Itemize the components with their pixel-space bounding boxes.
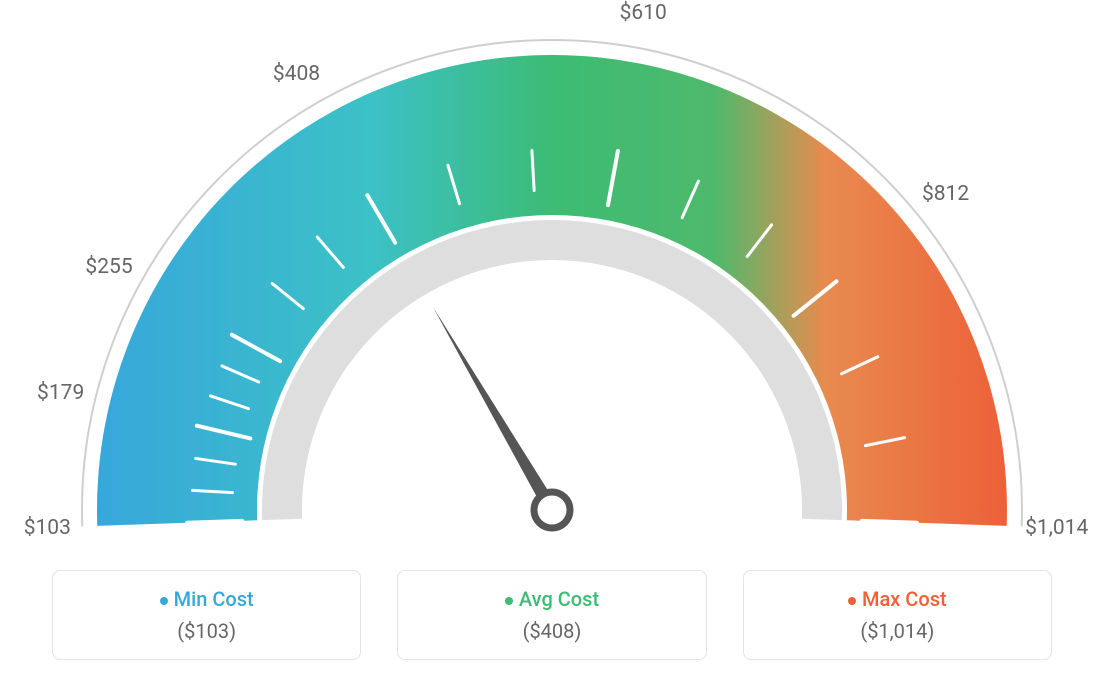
legend-avg-value: ($408): [408, 619, 695, 643]
gauge-tick-label: $812: [922, 182, 969, 206]
gauge-tick-label: $179: [37, 381, 84, 405]
legend-min: Min Cost ($103): [52, 570, 361, 660]
dot-icon: [505, 597, 513, 605]
gauge-tick-label: $255: [85, 255, 132, 279]
gauge-needle-hub: [534, 492, 570, 528]
gauge-chart-wrap: $103 $179 $255 $408 $610 $812 $1,014 Min Cost …: [0, 0, 1104, 690]
gauge-tick-label: $408: [273, 62, 320, 86]
legend-max-title: Max Cost: [754, 587, 1041, 611]
dot-icon: [848, 597, 856, 605]
legend-min-label: Min Cost: [174, 587, 254, 611]
gauge-tick-label: $1,014: [1025, 516, 1088, 540]
gauge-colored-arc: [97, 55, 1007, 526]
legend-max: Max Cost ($1,014): [743, 570, 1052, 660]
legend-avg-label: Avg Cost: [519, 587, 599, 611]
gauge-svg: [0, 0, 1104, 560]
legend-max-label: Max Cost: [862, 587, 947, 611]
gauge-tick-label: $610: [620, 1, 667, 25]
legend-max-value: ($1,014): [754, 619, 1041, 643]
legend-avg-title: Avg Cost: [408, 587, 695, 611]
legend-min-value: ($103): [63, 619, 350, 643]
legend-avg: Avg Cost ($408): [397, 570, 706, 660]
dot-icon: [160, 597, 168, 605]
gauge-area: $103 $179 $255 $408 $610 $812 $1,014: [0, 0, 1104, 560]
gauge-needle: [433, 307, 558, 513]
legend-min-title: Min Cost: [63, 587, 350, 611]
gauge-tick-label: $103: [24, 516, 71, 540]
legend-row: Min Cost ($103) Avg Cost ($408) Max Cost…: [52, 570, 1052, 660]
